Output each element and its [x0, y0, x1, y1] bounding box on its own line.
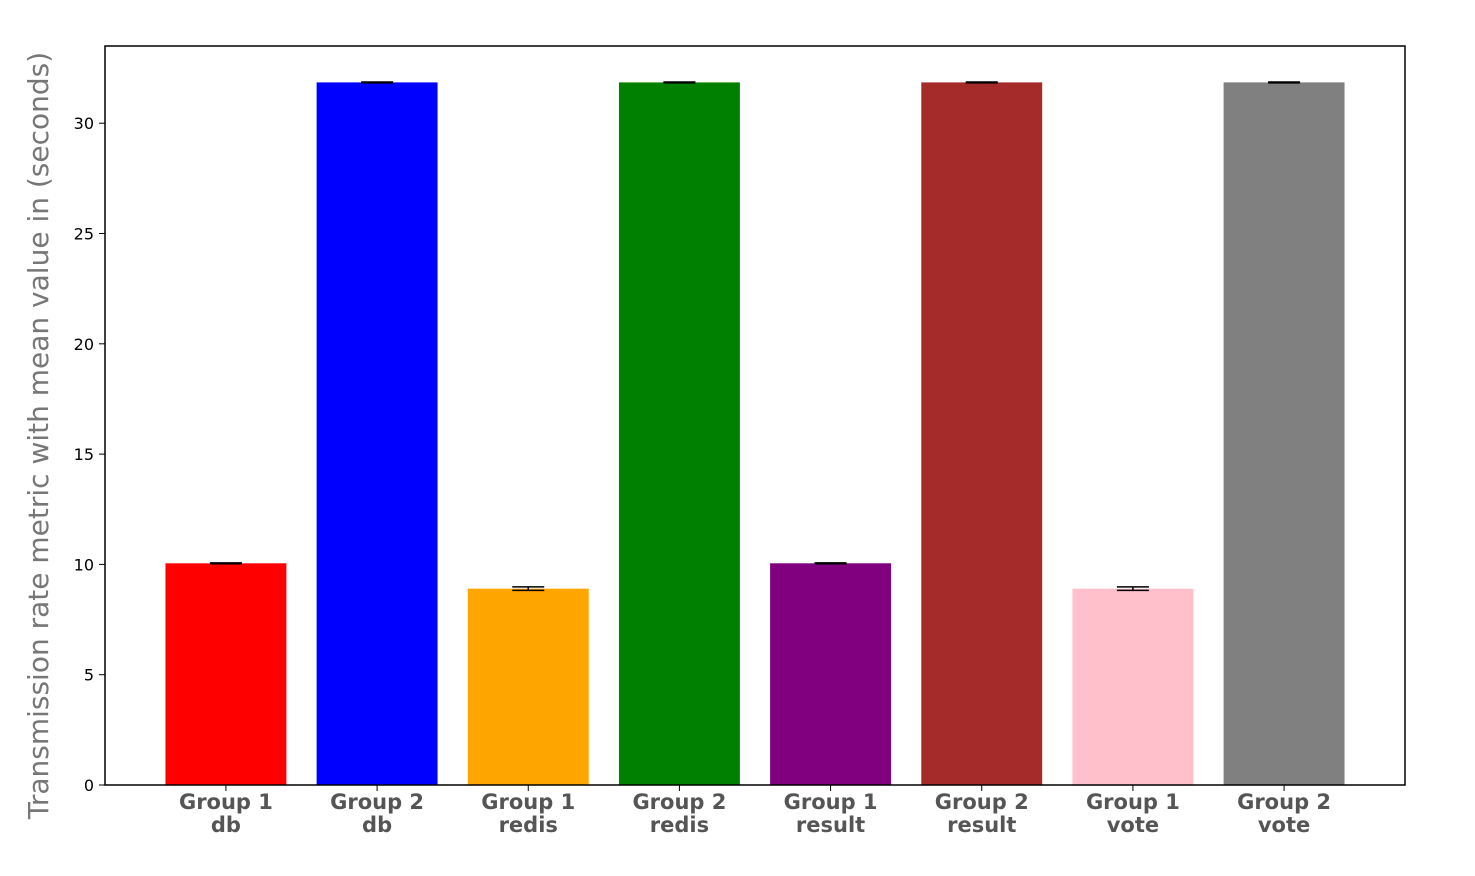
- x-tick-label: Group 2 redis: [632, 790, 726, 837]
- y-tick-label: 15: [74, 445, 94, 464]
- bar: [316, 82, 438, 786]
- bar: [165, 563, 287, 785]
- y-tick-label: 0: [84, 776, 94, 795]
- x-tick-label: Group 1 redis: [481, 790, 575, 837]
- x-tick-label: Group 2 vote: [1237, 790, 1331, 837]
- error-bar: [814, 562, 847, 565]
- bars-layer: [165, 82, 1345, 786]
- error-bar: [965, 81, 998, 84]
- x-tick-label: Group 1 db: [179, 790, 273, 837]
- bar: [1072, 588, 1194, 785]
- x-tick-label: Group 2 db: [330, 790, 424, 837]
- error-bars-layer: [209, 81, 1301, 592]
- y-tick-label: 10: [74, 555, 94, 574]
- x-tick-label: Group 1 result: [784, 790, 878, 837]
- error-bar: [663, 81, 696, 84]
- y-axis-title: Transmission rate metric with mean value…: [22, 52, 55, 820]
- bar: [467, 588, 589, 785]
- y-tick-label: 20: [74, 335, 94, 354]
- plot-area-frame: [104, 45, 1406, 786]
- y-tick-label: 25: [74, 225, 94, 244]
- error-bar: [361, 81, 394, 84]
- y-tick-label: 5: [84, 666, 94, 685]
- x-tick-label: Group 2 result: [935, 790, 1029, 837]
- x-tick-label: Group 1 vote: [1086, 790, 1180, 837]
- y-tick-label: 30: [74, 114, 94, 133]
- error-bar: [209, 562, 242, 565]
- y-axis-ticks: 0 5 10 15 20 25 30: [74, 114, 105, 795]
- error-bar: [1116, 586, 1149, 592]
- error-bar: [512, 586, 545, 592]
- bar: [618, 82, 740, 786]
- bar: [921, 82, 1043, 786]
- bar: [770, 563, 892, 785]
- error-bar: [1268, 81, 1301, 84]
- bar: [1223, 82, 1345, 786]
- x-axis-ticks: Group 1 db Group 2 db Group 1 redis Group 2 red…: [179, 785, 1331, 837]
